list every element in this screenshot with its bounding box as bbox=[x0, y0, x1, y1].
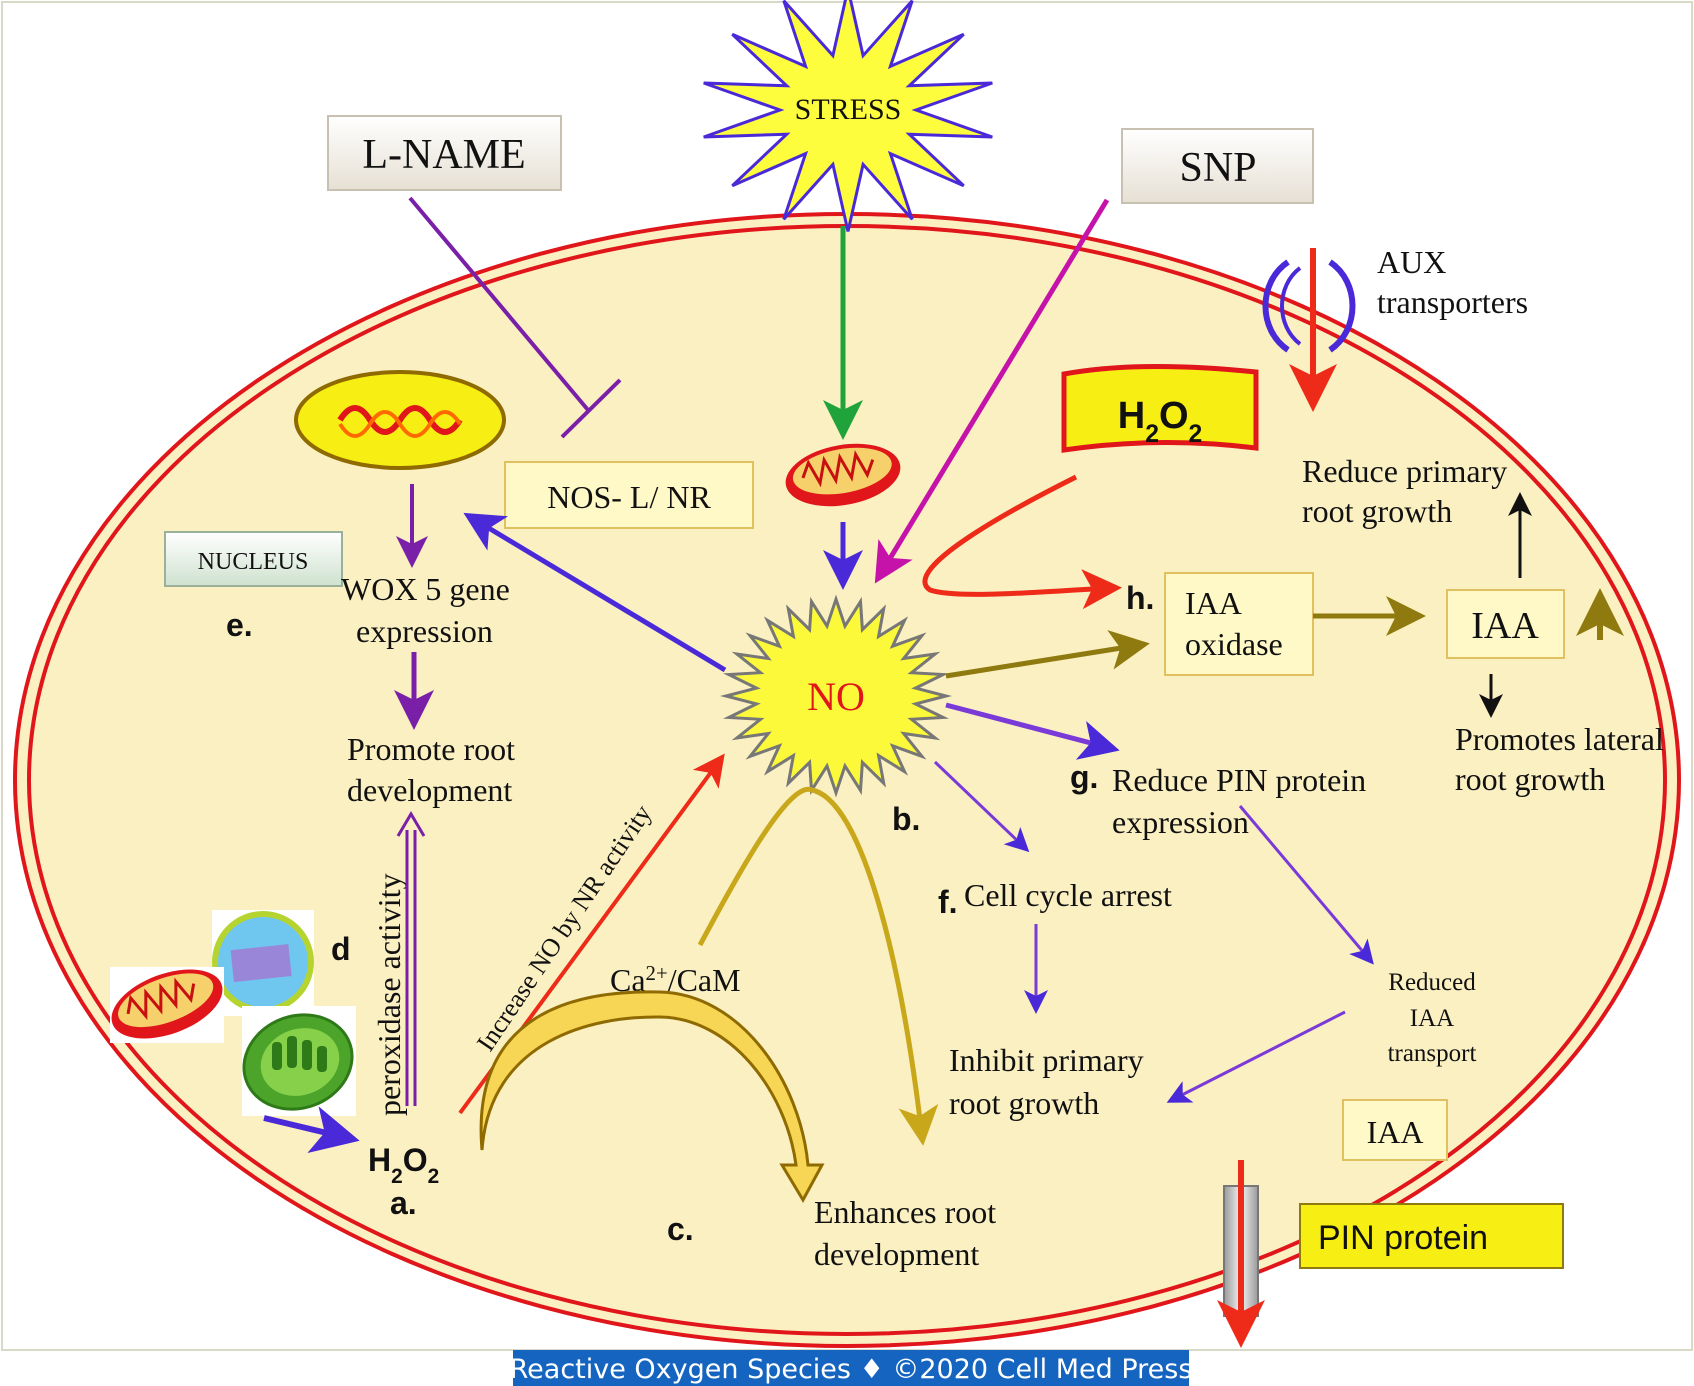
lname-inhibition bbox=[408, 196, 622, 439]
promotes-lateral-label-2: root growth bbox=[1455, 761, 1605, 797]
arrow-h2o2-iaa-oxidase bbox=[922, 474, 1122, 610]
pin-protein-box: PIN protein bbox=[1299, 1203, 1564, 1269]
wox-label-2: expression bbox=[356, 613, 493, 649]
inhibit-primary-label-2: root growth bbox=[949, 1085, 1099, 1121]
mitochondrion-icon bbox=[785, 443, 901, 507]
wox-label: WOX 5 gene bbox=[341, 571, 510, 607]
mitochondrion-icon bbox=[110, 967, 224, 1043]
label-h: h. bbox=[1126, 580, 1154, 616]
arrow-no-wox bbox=[463, 512, 727, 673]
promotes-lateral-label: Promotes lateral bbox=[1455, 721, 1664, 757]
nucleus-box: NUCLEUS bbox=[164, 531, 343, 587]
arrow-no-reduce-pin bbox=[945, 702, 1120, 760]
arrow-no-iaa-oxidase bbox=[945, 629, 1150, 679]
reduce-pin-label-2: expression bbox=[1112, 804, 1249, 840]
dna-helix-icon bbox=[294, 370, 506, 470]
h2o2-bottom-label: H2O2 bbox=[368, 1142, 439, 1188]
aux-label-2: transporters bbox=[1377, 284, 1528, 320]
stress-label: STRESS bbox=[795, 93, 902, 126]
iaa-oxidase-label: IAA bbox=[1185, 585, 1242, 621]
iaa-box-label: IAA bbox=[1471, 605, 1539, 647]
aux-transporter-icon bbox=[1262, 248, 1356, 412]
cell bbox=[13, 212, 1681, 1348]
arrow-pin-reduced-iaa bbox=[1238, 805, 1374, 965]
arrow-reduced-iaa-inhibit bbox=[1166, 1010, 1346, 1103]
pin-protein-label: PIN protein bbox=[1318, 1219, 1488, 1257]
enhances-label-2: development bbox=[814, 1236, 979, 1272]
reduce-primary-label: Reduce primary bbox=[1302, 453, 1507, 489]
no-label: NO bbox=[807, 674, 865, 719]
no-starburst: NO bbox=[720, 594, 952, 798]
cell-cycle-label: Cell cycle arrest bbox=[964, 877, 1172, 913]
promote-root-label-2: development bbox=[347, 772, 512, 808]
arrow-organelles-h2o2 bbox=[263, 1106, 360, 1154]
label-d: d bbox=[331, 931, 351, 967]
iaa-oxidase-box: IAA oxidase bbox=[1164, 572, 1314, 676]
chloroplast-icon bbox=[242, 1006, 356, 1116]
inhibit-primary-label: Inhibit primary bbox=[949, 1042, 1144, 1078]
snp-box: SNP bbox=[1121, 128, 1314, 204]
iaa-oxidase-label-2: oxidase bbox=[1185, 626, 1283, 662]
enhances-label: Enhances root bbox=[814, 1194, 996, 1230]
peroxidase-label: peroxidase activity bbox=[371, 873, 407, 1116]
reduced-iaa-label-3: transport bbox=[1388, 1040, 1477, 1067]
nos-label: NOS- L/ NR bbox=[547, 479, 711, 515]
footer-banner: Reactive Oxygen Species ♦ ©2020 Cell Med… bbox=[510, 1350, 1193, 1386]
reduce-primary-label-2: root growth bbox=[1302, 493, 1452, 529]
label-c: c. bbox=[667, 1211, 694, 1247]
arrow-ca-cam bbox=[479, 990, 825, 1204]
label-e: e. bbox=[226, 607, 253, 643]
label-a: a. bbox=[390, 1185, 417, 1221]
lname-box: L-NAME bbox=[327, 115, 562, 191]
nos-box: NOS- L/ NR bbox=[504, 461, 754, 529]
arrow-no-cell-cycle bbox=[933, 760, 1030, 853]
peroxisome-icon bbox=[212, 910, 314, 1016]
label-g: g. bbox=[1070, 759, 1098, 795]
iaa-bottom-label: IAA bbox=[1367, 1114, 1424, 1150]
promote-root-label: Promote root bbox=[347, 731, 515, 767]
nucleus-label: NUCLEUS bbox=[198, 549, 309, 575]
iaa-box: IAA bbox=[1446, 589, 1565, 659]
arrow-no-enhances bbox=[697, 786, 939, 1146]
iaa-bottom-box: IAA bbox=[1342, 1099, 1448, 1161]
reduced-iaa-label: Reduced bbox=[1388, 969, 1476, 996]
pin-channel-icon bbox=[1217, 1160, 1265, 1348]
stress-starburst: STRESS bbox=[703, 0, 993, 232]
h2o2-top-label: H2O2 bbox=[1118, 395, 1202, 448]
aux-label: AUX bbox=[1377, 244, 1446, 280]
label-b: b. bbox=[892, 801, 920, 837]
footer-text: Reactive Oxygen Species ♦ ©2020 Cell Med… bbox=[510, 1354, 1193, 1385]
h2o2-banner: H2O2 bbox=[1061, 363, 1259, 453]
lname-label: L-NAME bbox=[362, 132, 525, 178]
arrow-peroxidase bbox=[396, 811, 426, 1106]
reduced-iaa-label-2: IAA bbox=[1410, 1005, 1454, 1032]
snp-label: SNP bbox=[1179, 145, 1256, 191]
reduce-pin-label: Reduce PIN protein bbox=[1112, 762, 1366, 798]
label-f: f. bbox=[938, 884, 958, 920]
arrow-snp-no bbox=[874, 198, 1110, 584]
